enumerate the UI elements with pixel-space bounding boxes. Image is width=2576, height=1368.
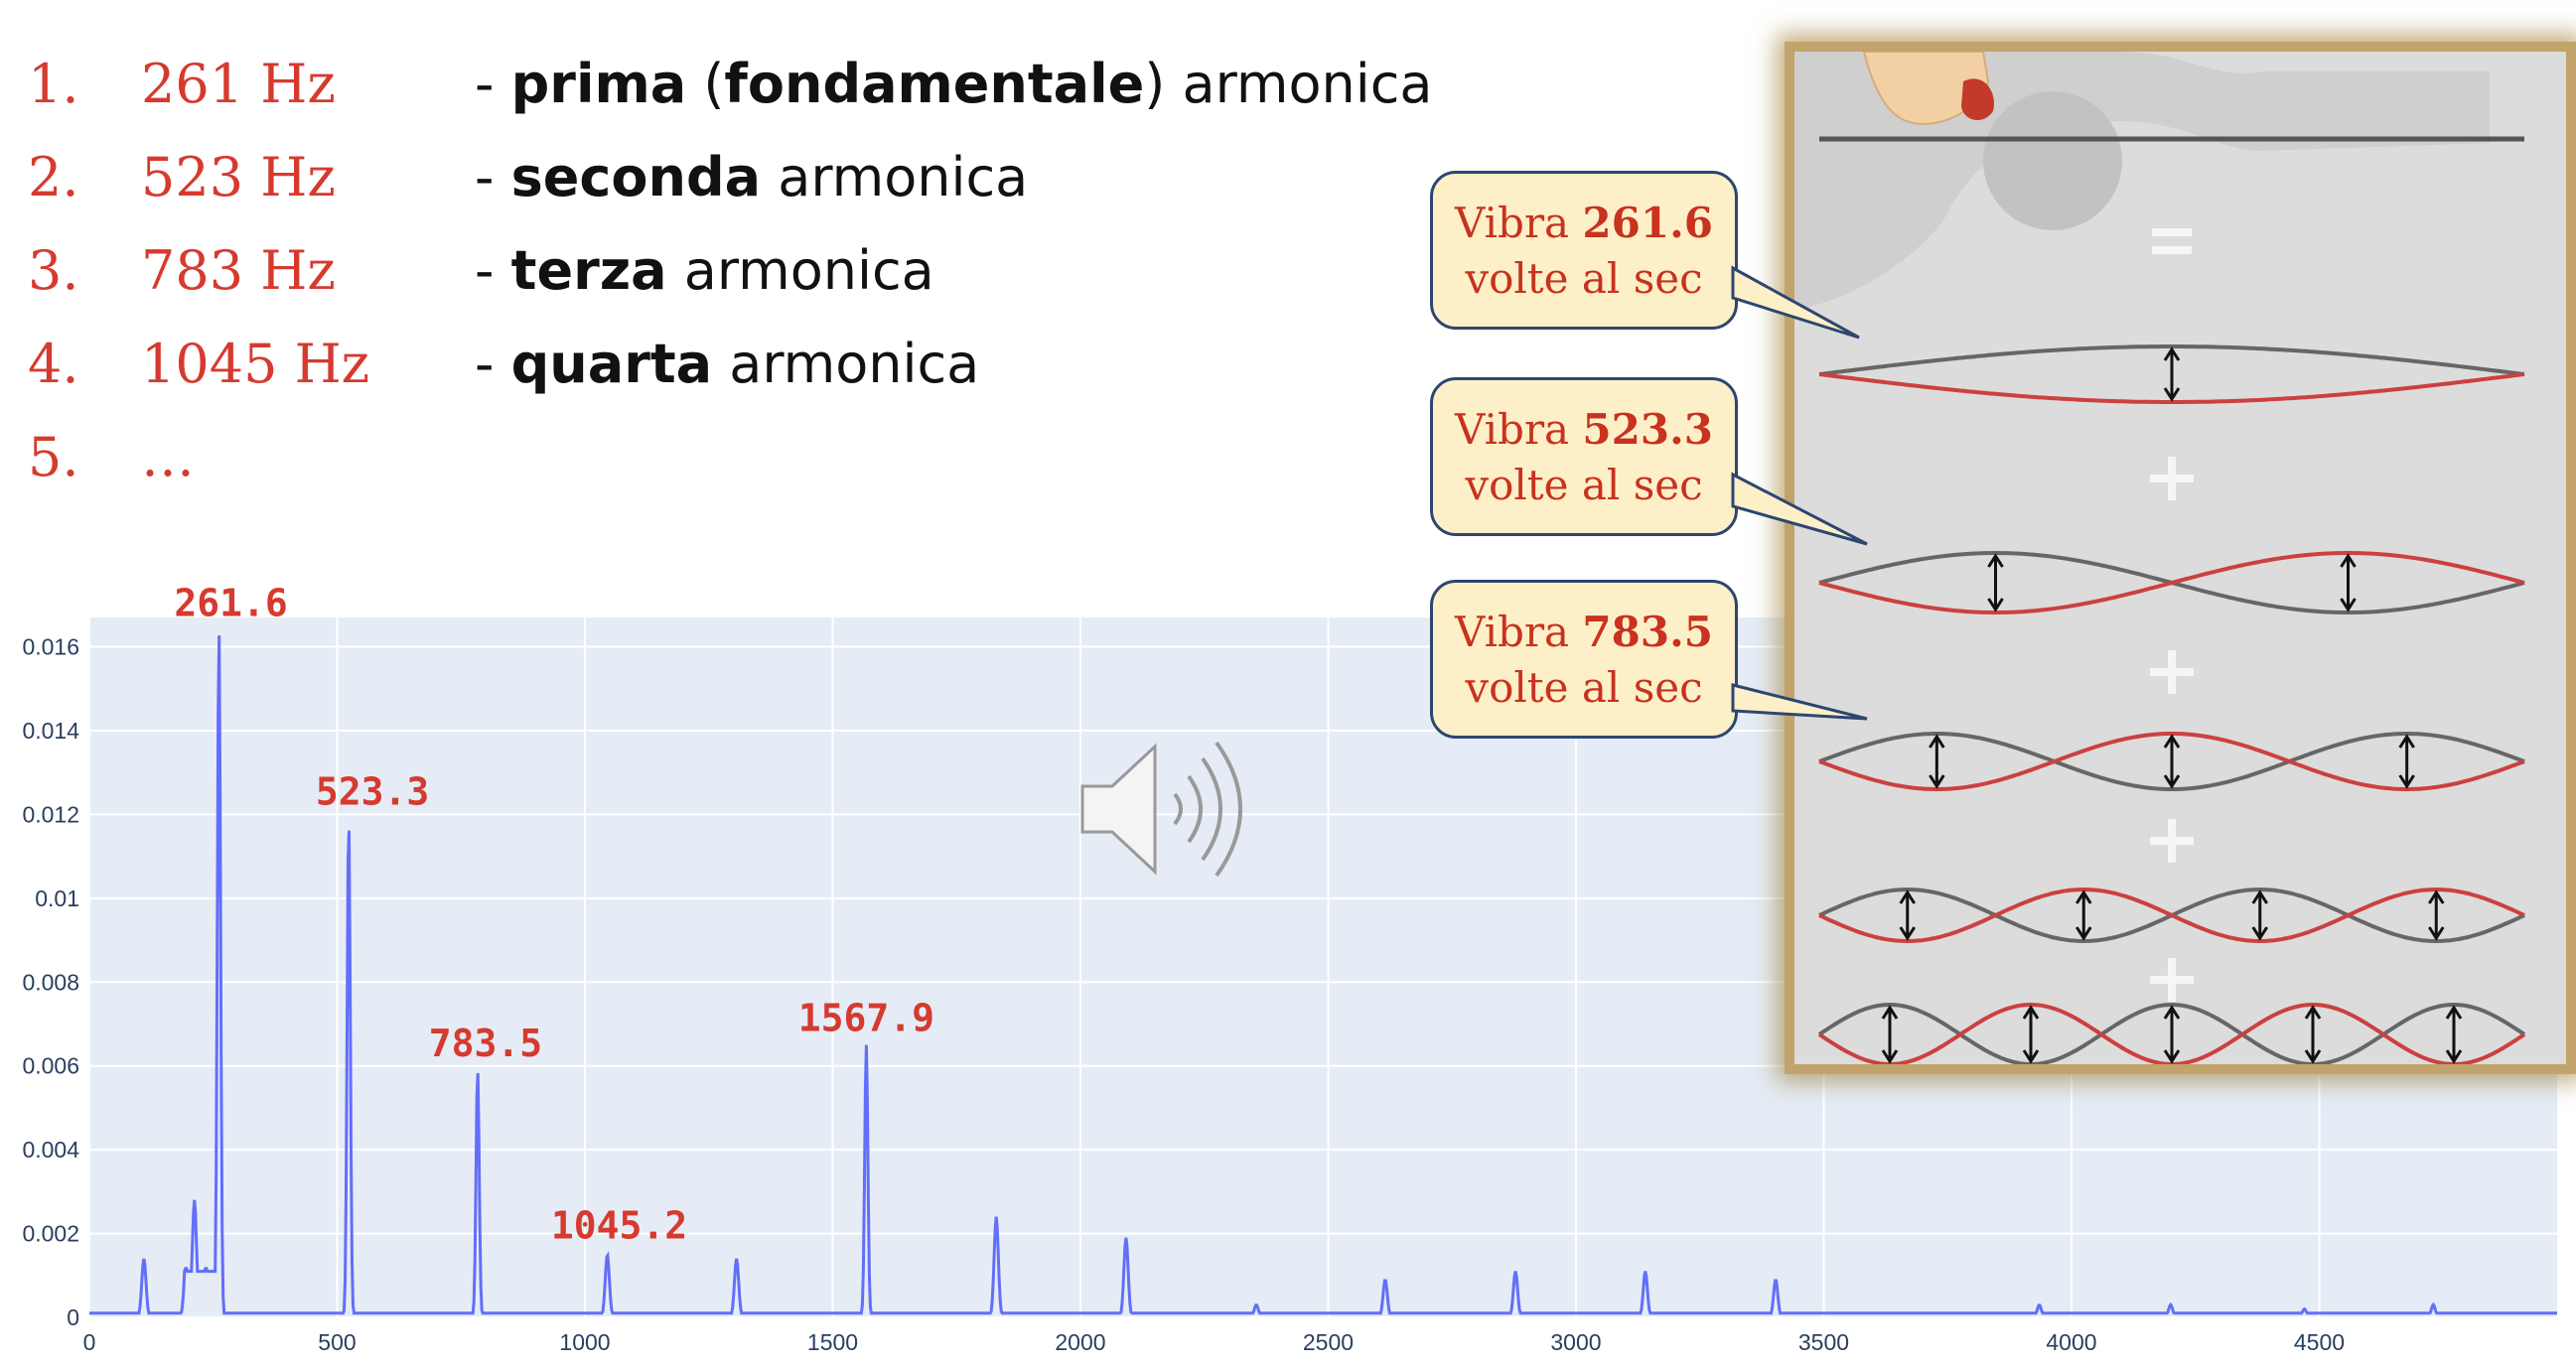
arrow-head <box>2304 1049 2322 1064</box>
arrow-head <box>2163 346 2181 361</box>
arrow-head <box>2163 734 2181 749</box>
peak-label: 261.6 <box>174 582 287 625</box>
plus-sign <box>2168 819 2176 863</box>
x-axis-ticks: 0 500 1000 1500 2000 2500 3000 3500 4000 4500 <box>83 1329 2345 1355</box>
y-tick-label: 0.004 <box>22 1137 79 1163</box>
x-tick-label: 3500 <box>1798 1329 1849 1355</box>
callout-bubble: Vibra 261.6 volte al sec <box>1430 171 1738 330</box>
callout-bubble: Vibra 523.3 volte al sec <box>1430 377 1738 536</box>
speaker-icon[interactable] <box>1077 735 1256 888</box>
x-tick-label: 0 <box>83 1329 96 1355</box>
wave-curve <box>1818 732 2525 791</box>
callout-pointer <box>1731 472 1868 546</box>
callout-bubble: Vibra 783.5 volte al sec <box>1430 580 1738 739</box>
arrow-head <box>2445 1005 2463 1020</box>
arrow-head <box>1929 734 1945 749</box>
arrow-head <box>2163 387 2181 402</box>
plus-sign <box>2168 650 2176 694</box>
item-number: 3. <box>28 239 79 302</box>
arrow-head <box>2445 1049 2463 1064</box>
arrow-head <box>1899 926 1917 941</box>
item-description: - quarta armonica <box>475 333 980 395</box>
arrow-head <box>2075 926 2092 941</box>
arrow-head <box>2163 1049 2181 1064</box>
wave-curve <box>1817 1002 2526 1067</box>
arrow-head <box>1881 1049 1899 1064</box>
item-number: 5. <box>28 426 79 488</box>
arrow-head <box>2163 1005 2181 1020</box>
arrow-head <box>1987 598 2004 613</box>
plus-sign <box>2168 457 2176 500</box>
wave-curve <box>1818 372 2525 404</box>
arrow-head <box>2427 926 2445 941</box>
item-description: - prima (fondamentale) armonica <box>475 53 1433 115</box>
x-tick-label: 1500 <box>807 1329 858 1355</box>
wave-curve <box>1818 551 2525 615</box>
arrow-head <box>2304 1005 2322 1020</box>
arrow-head <box>2398 774 2415 789</box>
arrow-head <box>1881 1005 1899 1020</box>
plus-sign <box>2168 958 2176 1002</box>
item-frequency: … <box>141 426 195 488</box>
x-tick-label: 500 <box>318 1329 356 1355</box>
arrow-head <box>2163 774 2181 789</box>
arrow-head <box>2022 1049 2040 1064</box>
x-tick-label: 2000 <box>1055 1329 1105 1355</box>
equals-sign <box>2152 228 2192 254</box>
standing-waves-panel <box>1785 42 2576 1074</box>
y-tick-label: 0.002 <box>22 1221 79 1247</box>
hand-icon <box>1862 51 1994 125</box>
item-frequency: 261 Hz <box>141 53 336 115</box>
wave-curve <box>1818 732 2525 791</box>
y-tick-label: 0.014 <box>22 718 79 744</box>
arrow-head <box>2427 889 2445 904</box>
arrow-head <box>1987 553 2004 568</box>
x-tick-label: 4500 <box>2294 1329 2345 1355</box>
x-tick-label: 2500 <box>1303 1329 1354 1355</box>
item-number: 2. <box>28 146 79 208</box>
y-axis-ticks: 0 0.002 0.004 0.006 0.008 0.01 0.012 0.014 0.016 <box>22 634 79 1330</box>
item-frequency: 523 Hz <box>141 146 336 208</box>
peak-label: 1567.9 <box>798 997 934 1040</box>
peak-label: 523.3 <box>316 770 429 814</box>
peak-label: 783.5 <box>429 1022 542 1065</box>
y-tick-label: 0 <box>67 1304 79 1330</box>
item-description: - seconda armonica <box>475 146 1029 208</box>
item-description: - terza armonica <box>475 239 934 302</box>
arrow-head <box>2340 598 2357 613</box>
arrow-head <box>2075 889 2092 904</box>
y-tick-label: 0.016 <box>22 634 79 660</box>
y-tick-label: 0.01 <box>35 886 79 911</box>
peak-labels: 261.6 523.3 783.5 1045.2 1567.9 <box>174 582 934 1248</box>
arrow-head <box>2022 1005 2040 1020</box>
arrow-head <box>2251 889 2269 904</box>
item-number: 1. <box>28 53 79 115</box>
wave-curve <box>1818 887 2525 944</box>
callout-pointer <box>1731 683 1868 721</box>
y-tick-label: 0.012 <box>22 801 79 827</box>
arrow-head <box>2251 926 2269 941</box>
y-tick-label: 0.008 <box>22 969 79 995</box>
y-tick-label: 0.006 <box>22 1053 79 1079</box>
arrow-head <box>1899 889 1917 904</box>
x-tick-label: 3000 <box>1550 1329 1601 1355</box>
arrow-head <box>2340 553 2357 568</box>
arrow-head <box>2398 734 2415 749</box>
item-frequency: 783 Hz <box>141 239 336 302</box>
item-frequency: 1045 Hz <box>141 333 370 395</box>
x-tick-label: 4000 <box>2046 1329 2096 1355</box>
x-tick-label: 1000 <box>559 1329 610 1355</box>
wave-curve <box>1818 344 2525 376</box>
peak-label: 1045.2 <box>551 1204 687 1248</box>
spectrum-line <box>89 635 2557 1315</box>
callout-pointer <box>1731 265 1860 340</box>
item-number: 4. <box>28 333 79 395</box>
arrow-head <box>1929 774 1945 789</box>
